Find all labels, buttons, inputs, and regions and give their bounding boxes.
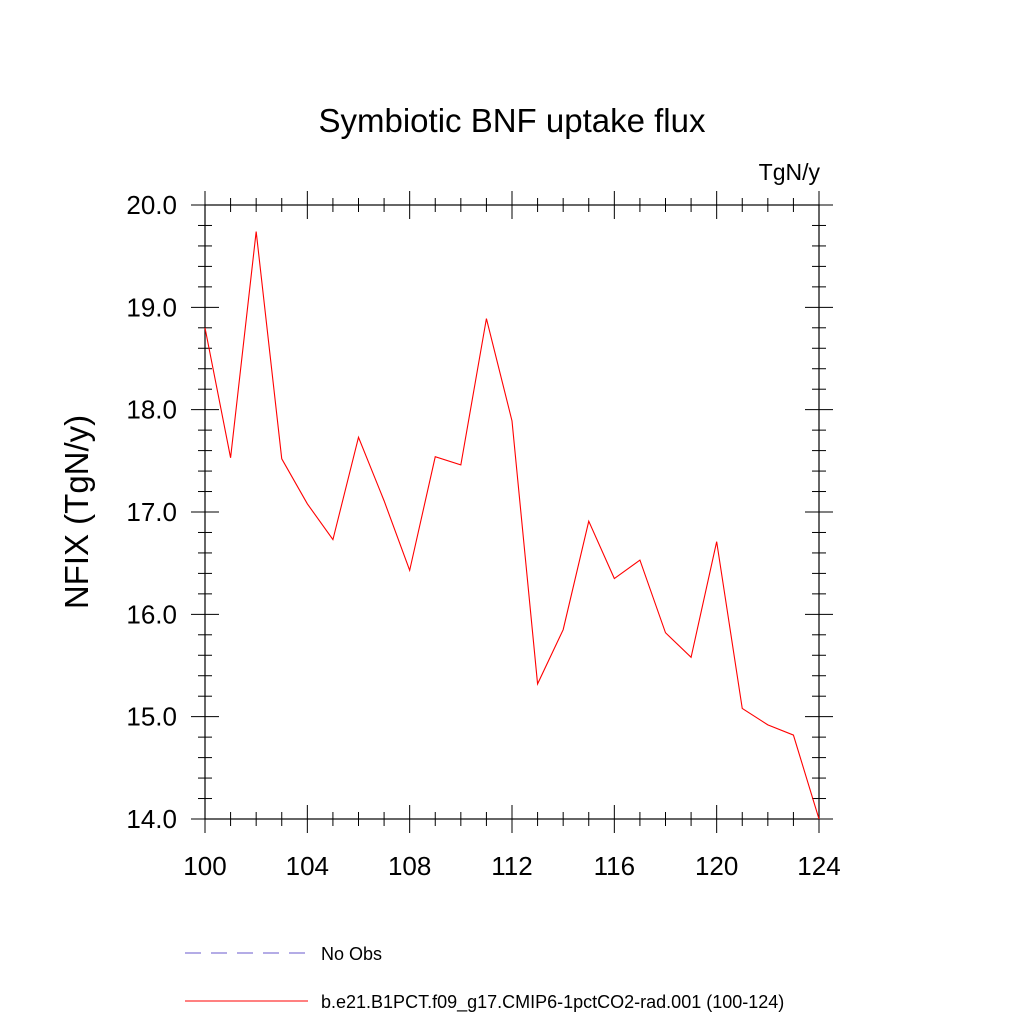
x-tick-label: 108 [388, 851, 431, 881]
x-tick-label: 100 [183, 851, 226, 881]
data-point [203, 326, 207, 330]
legend-label: No Obs [321, 944, 382, 964]
x-tick-label: 104 [286, 851, 329, 881]
x-tick-label: 116 [594, 851, 635, 881]
data-point [510, 419, 514, 423]
series-group [203, 230, 821, 821]
data-point [715, 540, 719, 544]
y-tick-label: 17.0 [126, 497, 177, 527]
plot-frame [204, 204, 820, 820]
data-point [536, 682, 540, 686]
data-point [408, 568, 412, 572]
data-point [305, 502, 309, 506]
data-point [587, 519, 591, 523]
data-point [433, 455, 437, 459]
axes: 100 104 108 112 116 120 124 14.0 15.0 16.0 17.0 18.… [126, 190, 840, 881]
x-tick-label: 120 [695, 851, 738, 881]
y-tick-label: 15.0 [126, 702, 177, 732]
data-point [638, 558, 642, 562]
y-tick-label: 20.0 [126, 190, 177, 220]
units-label: TgN/y [759, 159, 821, 185]
legend-label: b.e21.B1PCT.f09_g17.CMIP6-1pctCO2-rad.00… [321, 992, 784, 1013]
x-tick-label: 112 [491, 851, 532, 881]
data-point [331, 538, 335, 542]
data-point [766, 723, 770, 727]
data-point [357, 435, 361, 439]
y-axis-label: NFIX (TgN/y) [58, 415, 95, 609]
data-point [484, 317, 488, 321]
y-tick-label: 18.0 [126, 395, 177, 425]
series-line [204, 231, 820, 820]
data-point [229, 456, 233, 460]
data-point [817, 817, 821, 821]
data-point [664, 631, 668, 635]
data-point [459, 463, 463, 467]
y-tick-label: 14.0 [126, 804, 177, 834]
data-point [280, 457, 284, 461]
data-point [612, 577, 616, 581]
data-point [740, 706, 744, 710]
legend: No Obs b.e21.B1PCT.f09_g17.CMIP6-1pctCO2-… [185, 944, 784, 1013]
data-point [791, 733, 795, 737]
x-tick-label: 124 [797, 851, 840, 881]
data-point [689, 655, 693, 659]
data-point [254, 230, 258, 234]
data-point [382, 499, 386, 503]
chart-title: Symbiotic BNF uptake flux [319, 102, 706, 139]
y-tick-label: 19.0 [126, 292, 177, 322]
data-point [561, 628, 565, 632]
y-tick-label: 16.0 [126, 599, 177, 629]
